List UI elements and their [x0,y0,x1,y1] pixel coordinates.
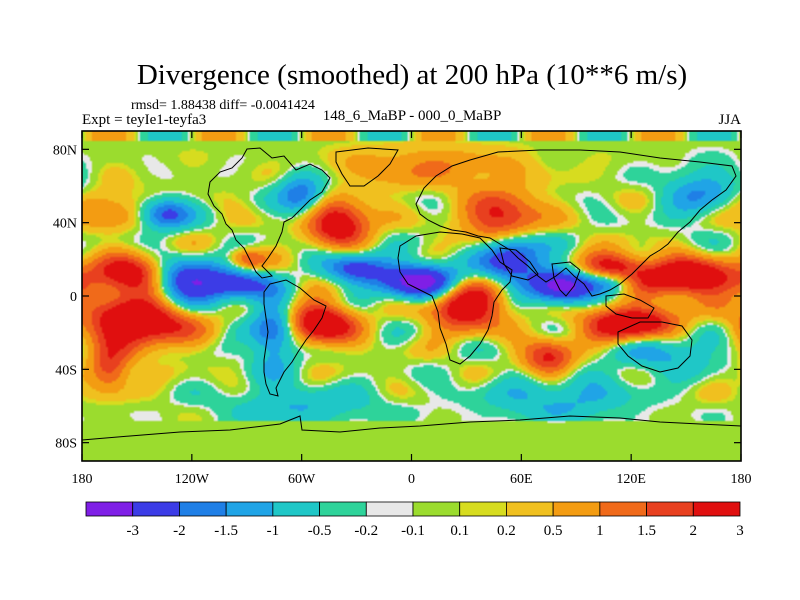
coast-antarctica [81,415,742,462]
colorbar-swatch [365,501,414,517]
coast-australia [617,321,693,373]
colorbar-label: -2 [173,523,186,539]
colorbar-label: -1.5 [214,523,238,539]
x-tick-label: 180 [731,472,752,487]
y-axis: 80N 40N 0 40S 80S [53,143,741,452]
colorbar-label: 0.5 [544,523,563,539]
colorbar-swatch [506,501,554,517]
colorbar-label: -0.2 [354,523,378,539]
colorbar-label: -0.5 [308,523,332,539]
experiment-label: Expt = teyIe1-teyfa3 [82,112,206,128]
divergence-field [82,131,741,461]
colorbar-label: -0.1 [401,523,425,539]
coast-north-america [207,147,331,279]
y-tick-label: 0 [70,290,77,305]
coast-africa [397,231,513,365]
period-label: 148_6_MaBP - 000_0_MaBP [323,108,502,124]
y-tick-label: 80S [55,437,77,452]
colorbar-label: -3 [126,523,139,539]
coast-southeast-asia-islands [605,293,655,319]
y-tick-label: 40S [55,363,77,378]
x-axis: 180 120W 60W 0 60E 120E 180 [72,131,752,487]
plot-area: 180 120W 60W 0 60E 120E 180 80N 40N 0 40S 80S [53,130,752,487]
colorbar-label: -1 [267,523,280,539]
colorbar-swatch [459,501,507,517]
season-label: JJA [718,112,741,128]
colorbar-label: 0.1 [450,523,469,539]
coast-eurasia [415,149,737,297]
colorbar-swatch [272,501,320,517]
coast-india [551,261,581,297]
colorbar-swatch [552,501,601,517]
y-tick-label: 80N [53,143,77,158]
coastlines [81,147,742,462]
x-tick-label: 0 [408,472,415,487]
colorbar-swatch [225,501,274,517]
colorbar-swatch [599,501,647,517]
colorbar-label: 3 [736,523,744,539]
colorbar-swatch [179,501,227,517]
chart-title: Divergence (smoothed) at 200 hPa (10**6 … [137,59,687,91]
colorbar-label: 2 [690,523,698,539]
coast-greenland [335,147,399,187]
coast-south-america [263,279,327,397]
colorbar-swatch [646,501,694,517]
x-tick-label: 60W [288,472,316,487]
colorbar-swatch [132,501,180,517]
y-tick-label: 40N [53,217,77,232]
x-tick-label: 120E [616,472,646,487]
colorbar-label: 1 [596,523,604,539]
rmsd-diff-label: rmsd= 1.88438 diff= -0.0041424 [131,98,315,113]
colorbar: -3 -2 -1.5 -1 -0.5 -0.2 -0.1 0.1 0.2 0.5 1 1.5 2 3 [85,501,744,539]
x-tick-label: 180 [72,472,93,487]
colorbar-label: 0.2 [497,523,516,539]
x-tick-label: 60E [510,472,533,487]
coast-arabia [499,247,539,281]
colorbar-swatch [85,501,134,517]
x-tick-label: 120W [175,472,210,487]
colorbar-swatch [412,501,461,517]
colorbar-swatch [692,501,741,517]
colorbar-swatch [319,501,367,517]
colorbar-label: 1.5 [637,523,656,539]
